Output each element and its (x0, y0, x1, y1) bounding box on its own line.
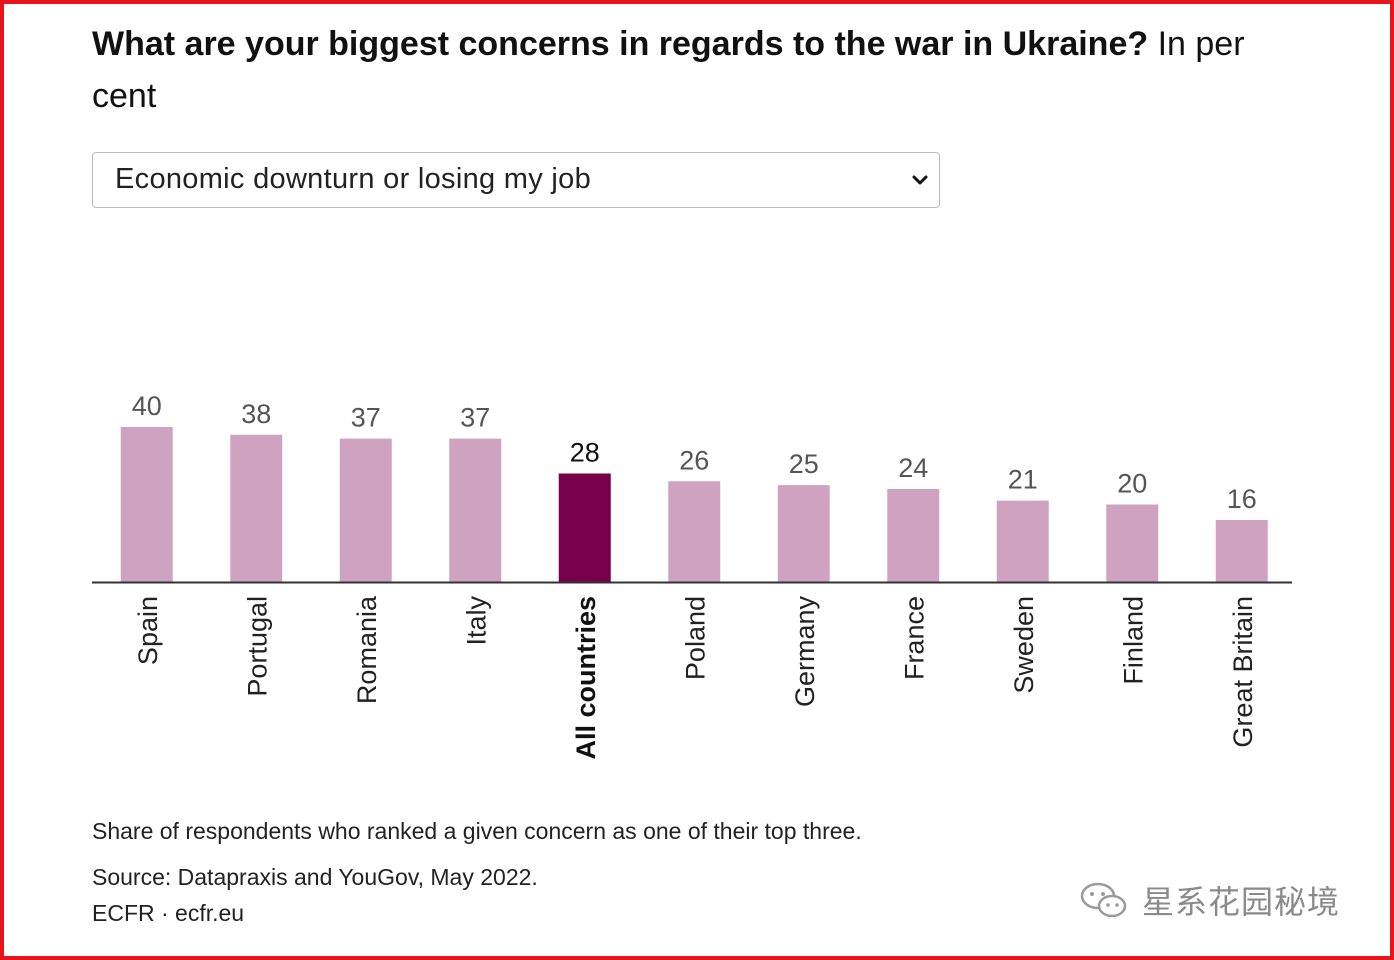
category-label: Portugal (242, 596, 272, 697)
concern-select[interactable]: Economic downturn or losing my job (92, 152, 940, 208)
watermark-text: 星系花园秘境 (1142, 884, 1341, 920)
category-label: Finland (1118, 596, 1148, 685)
value-label: 38 (241, 399, 271, 429)
source-note: Source: Datapraxis and YouGov, May 2022. (92, 864, 538, 890)
category-label: Spain (133, 596, 163, 665)
value-label: 16 (1227, 484, 1257, 514)
bar-romania (339, 438, 392, 582)
category-label: Italy (461, 596, 491, 646)
value-label: 40 (132, 391, 162, 421)
bar-germany (777, 485, 830, 582)
bar-portugal (230, 434, 283, 582)
credit-note: ECFR · ecfr.eu (92, 900, 245, 926)
category-label: Germany (790, 596, 820, 708)
value-label: 20 (1117, 469, 1147, 499)
bar-great-britain (1215, 520, 1268, 582)
title-question: What are your biggest concerns in regard… (92, 25, 1149, 63)
bar-italy (449, 438, 502, 582)
category-label: France (899, 596, 929, 680)
category-label: Romania (352, 595, 382, 704)
chevron-down-icon (912, 175, 928, 185)
wechat-icon (1080, 882, 1127, 918)
title-unit: In per cent (92, 25, 1245, 115)
value-label: 25 (789, 449, 819, 479)
bar-sweden (996, 500, 1049, 582)
bar-france (887, 489, 940, 582)
chart-title: What are your biggest concerns in regard… (92, 18, 1292, 122)
watermark: 星系花园秘境 (1076, 876, 1340, 924)
value-label: 37 (460, 403, 490, 433)
value-label: 24 (898, 453, 928, 483)
category-label: All countries (571, 596, 601, 760)
value-label: 21 (1008, 465, 1038, 495)
category-label: Poland (680, 596, 710, 680)
category-label: Sweden (1009, 596, 1039, 694)
bar-all-countries (558, 473, 611, 582)
footnote: Share of respondents who ranked a given … (92, 818, 862, 844)
bar-spain (120, 427, 173, 582)
value-label: 28 (570, 438, 600, 468)
value-label: 26 (679, 445, 709, 475)
value-label: 37 (351, 403, 381, 433)
category-label: Great Britain (1228, 596, 1258, 748)
bar-poland (668, 481, 721, 582)
concern-select-value: Economic downturn or losing my job (115, 163, 592, 195)
bar-finland (1106, 504, 1159, 582)
